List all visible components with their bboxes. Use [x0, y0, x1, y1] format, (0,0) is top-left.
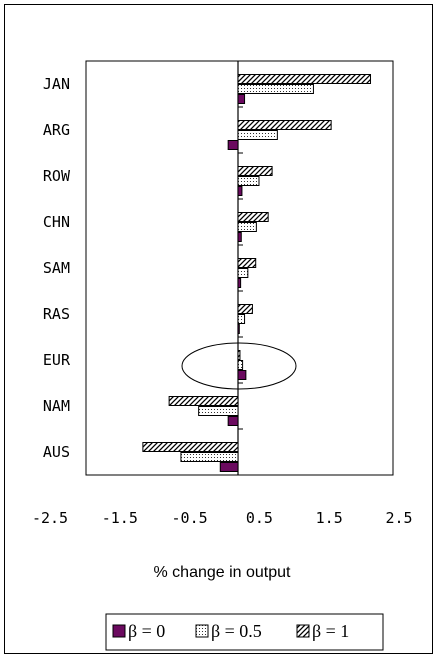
eur-highlight-ellipse	[181, 342, 297, 390]
x-tick-label: 1.5	[316, 509, 343, 527]
chart-frame	[4, 4, 433, 654]
x-tick-label: 0.5	[246, 509, 273, 527]
axis-ticks	[238, 60, 243, 476]
bar-aus-05	[180, 452, 239, 462]
category-label-row: ROW	[43, 167, 71, 185]
category-label-sam: SAM	[43, 259, 70, 277]
category-label-ras: RAS	[43, 305, 70, 323]
bar-ras-1	[237, 304, 253, 314]
legend-swatch-beta0	[112, 624, 126, 638]
bar-aus-0	[219, 462, 239, 472]
legend-label-beta05: β = 0.5	[211, 621, 262, 641]
legend-box	[105, 613, 384, 651]
bar-eur-1	[237, 350, 241, 360]
legend: β = 0 β = 0.5 β = 1	[105, 613, 384, 651]
category-label-nam: NAM	[43, 397, 70, 415]
bar-arg-1	[237, 120, 332, 130]
bar-sam-0	[237, 278, 242, 288]
bar-arg-05	[237, 130, 278, 140]
bars	[142, 74, 372, 472]
category-label-aus: AUS	[43, 443, 70, 461]
x-tick-label: -1.5	[102, 509, 138, 527]
x-tick-label: -0.5	[172, 509, 208, 527]
bar-chn-0	[237, 232, 242, 242]
bar-jan-0	[237, 94, 246, 104]
category-label-jan: JAN	[43, 75, 70, 93]
x-tick-label: -2.5	[32, 509, 68, 527]
bar-ras-0	[237, 324, 240, 334]
bar-ras-05	[237, 314, 246, 324]
legend-swatch-beta1	[296, 624, 310, 638]
x-axis-title: % change in output	[154, 564, 292, 581]
bar-chn-05	[237, 222, 257, 232]
bar-row-05	[237, 176, 260, 186]
bar-nam-0	[227, 416, 239, 426]
bar-eur-05	[237, 360, 244, 370]
bar-row-1	[237, 166, 273, 176]
category-labels: JAN ARG ROW CHN SAM RAS EUR NAM AUS	[43, 75, 71, 461]
bar-arg-0	[227, 140, 239, 150]
x-tick-label: 2.5	[385, 509, 412, 527]
category-label-chn: CHN	[43, 213, 70, 231]
bar-sam-05	[237, 268, 249, 278]
category-label-eur: EUR	[43, 351, 71, 369]
bar-chn-1	[237, 212, 269, 222]
bar-nam-1	[168, 396, 239, 406]
bar-aus-1	[142, 442, 239, 452]
legend-swatch-beta05	[195, 624, 209, 638]
bar-eur-0	[237, 370, 247, 380]
bar-jan-05	[237, 84, 314, 94]
x-tick-labels: -2.5 -1.5 -0.5 0.5 1.5 2.5	[32, 509, 413, 527]
bar-nam-05	[198, 406, 239, 416]
legend-label-beta0: β = 0	[128, 621, 165, 641]
category-label-arg: ARG	[43, 121, 70, 139]
bar-jan-1	[237, 74, 372, 84]
bar-row-0	[237, 186, 243, 196]
bar-sam-1	[237, 258, 257, 268]
legend-label-beta1: β = 1	[312, 621, 349, 641]
